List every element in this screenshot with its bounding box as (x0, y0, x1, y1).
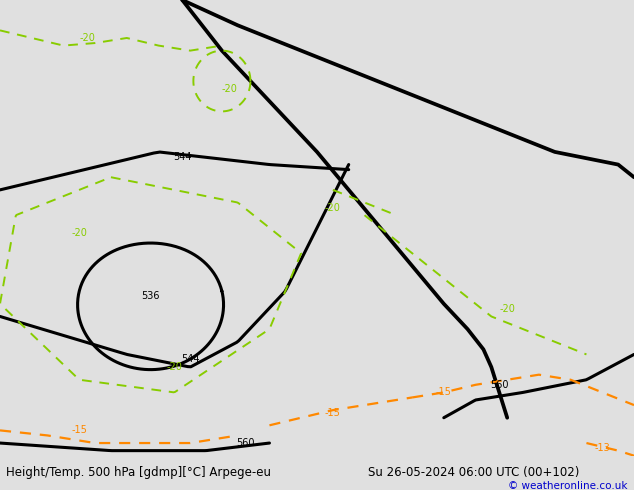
Text: © weatheronline.co.uk: © weatheronline.co.uk (508, 481, 628, 490)
Text: 560: 560 (236, 438, 255, 448)
Text: -20: -20 (222, 84, 238, 94)
Text: -13: -13 (595, 443, 610, 453)
Text: -20: -20 (499, 304, 515, 314)
Text: -15: -15 (325, 408, 341, 417)
Text: -20: -20 (166, 362, 183, 372)
Text: Height/Temp. 500 hPa [gdmp][°C] Arpege-eu: Height/Temp. 500 hPa [gdmp][°C] Arpege-e… (6, 466, 271, 479)
Text: 544: 544 (181, 354, 200, 365)
Text: -20: -20 (71, 228, 87, 238)
Text: -15: -15 (436, 388, 452, 397)
Text: -15: -15 (71, 425, 87, 436)
Text: Su 26-05-2024 06:00 UTC (00+102): Su 26-05-2024 06:00 UTC (00+102) (368, 466, 579, 479)
Text: 544: 544 (173, 152, 191, 162)
Text: -20: -20 (325, 202, 341, 213)
Text: -20: -20 (79, 33, 95, 43)
Text: 536: 536 (141, 291, 160, 301)
Text: 560: 560 (490, 380, 508, 390)
